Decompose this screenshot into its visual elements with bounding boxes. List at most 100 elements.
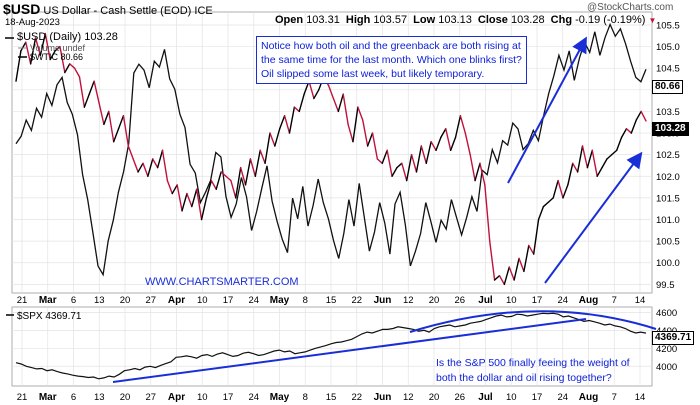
x-tick-label: Apr [168,295,185,306]
usd-segment [591,149,598,177]
usd-segment [630,119,637,134]
x-tick-label: 10 [506,295,517,306]
legend-wtic: $WTIC 80.66 [30,52,84,62]
spx-x-tick-label: 12 [403,392,414,403]
x-tick-label: Jul [478,295,493,306]
usd-segment [586,149,593,169]
spx-last-tag: 4369.71 [652,331,695,345]
spx-x-tick-label: 8 [303,392,308,403]
spx-x-tick-label: 21 [17,392,28,403]
usd-segment [20,41,27,52]
x-tick-label: 10 [197,295,208,306]
usd-segment [518,257,525,273]
x-tick-label: 15 [326,295,337,306]
usd-segment [523,244,530,273]
x-tick-label: 21 [17,295,28,306]
usd-segment [435,136,442,152]
annotation-line: Oil slipped some last week, but likely t… [261,68,485,80]
usd-segment [415,145,423,173]
usd-segment [557,179,564,199]
chart-header: $USD US Dollar - Cash Settle (EOD) ICE [3,1,213,17]
x-tick-label: Aug [579,295,598,306]
usd-segment [54,45,61,52]
x-tick-label: 7 [612,295,617,306]
y-tick-label: 104.5 [656,64,680,75]
x-tick-label: 27 [145,295,156,306]
x-tick-label: 8 [303,295,308,306]
usd-segment [430,140,437,152]
usd-segment [274,128,281,147]
usd-segment [567,162,574,186]
usd-segment [25,41,32,65]
legend-usd: $USD (Daily) 103.28 [17,31,118,43]
usd-segment [244,158,252,186]
annotation-line: the same time for the last month. Which … [261,54,522,66]
y-tick-label: 101.5 [656,193,680,204]
usd-segment [122,115,130,147]
usd-segment [469,153,476,182]
usd-segment [615,136,623,152]
usd-segment [332,97,340,113]
usd-segment [498,275,506,286]
usd-segment [64,63,71,74]
spx-x-tick-label: 13 [94,392,105,403]
spx-x-tick-label: Jun [374,392,392,403]
x-tick-label: 26 [454,295,465,306]
usd-segment [625,128,633,134]
website-label: WWW.CHARTSMARTER.COM [145,276,299,288]
usd-segment [93,80,100,104]
usd-segment [152,158,159,169]
spx-y-tick-label: 4600 [656,308,677,319]
y-tick-label: 102.5 [656,150,680,161]
change-value: -0.19 (-0.19%) [575,14,646,26]
usd-segment [410,153,418,173]
spx-panel-frame [11,306,653,387]
x-tick-label: 20 [429,295,440,306]
spx-y-tick-label: 4200 [656,344,677,355]
usd-segment [454,115,462,139]
usd-segment [562,184,569,199]
x-tick-label: 22 [351,295,362,306]
open-value: 103.31 [306,14,340,26]
close-label: Close [477,14,508,26]
usd-segment [528,244,535,255]
spx-x-tick-label: Apr [168,392,185,403]
usd-segment [73,67,81,78]
usd-segment [352,106,359,143]
symbol: $USD [3,1,41,17]
spx-x-tick-label: 22 [351,392,362,403]
x-tick-label: 17 [223,295,234,306]
usd-segment [449,136,457,152]
usd-segment [576,145,584,173]
usd-segment [327,84,335,100]
usd-segment [362,119,369,147]
spx-x-tick-label: Mar [39,392,57,403]
y-tick-label: 102.0 [656,172,680,183]
usd-segment [127,145,134,160]
watermark: @StockCharts.com [587,2,674,13]
x-tick-label: 24 [248,295,259,306]
x-tick-label: 24 [557,295,568,306]
legend-volume: Volume undef [30,43,86,53]
usd-segment [459,115,467,134]
instrument-name: US Dollar - Cash Settle (EOD) [43,5,192,17]
usd-segment [181,192,188,212]
usd-segment [191,188,198,208]
usd-segment [440,128,447,139]
usd-segment [171,184,178,195]
usd-segment [503,266,510,286]
usd-segment [288,106,296,134]
usd-segment [176,184,183,212]
usd-segment [464,132,471,156]
spx-x-tick-label: 6 [71,392,76,403]
usd-segment [371,132,379,160]
ohlc-readout: Open 103.31 High 103.57 Low 103.13 Close… [275,14,656,26]
spx-annotation: Is the S&P 500 finally feeing the weight… [436,356,630,386]
oil-trend-arrow [507,36,587,184]
usd-segment [15,50,22,82]
usd-segment [493,275,501,281]
usd-segment [366,132,374,147]
spx-x-tick-label: 24 [557,392,568,403]
spx-arc-line [409,310,657,333]
usd-segment [132,158,139,173]
